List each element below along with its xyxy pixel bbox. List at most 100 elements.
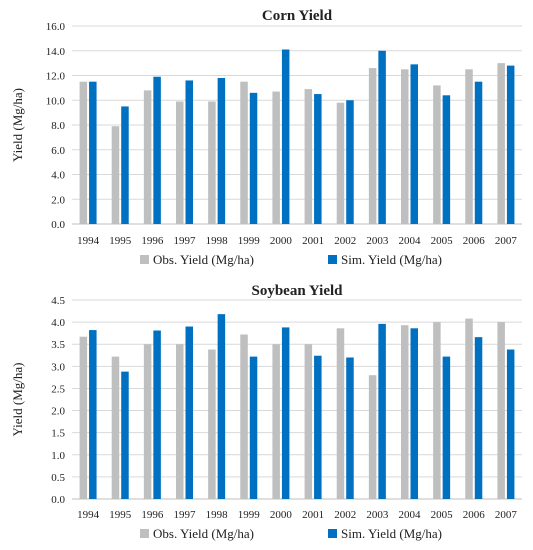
bar-observed	[433, 322, 441, 499]
y-tick-label: 4.0	[51, 317, 65, 329]
x-tick-label: 2004	[399, 235, 422, 247]
x-tick-label: 1995	[109, 509, 132, 521]
legend-swatch-observed	[140, 255, 149, 264]
bar-observed	[336, 102, 345, 224]
y-tick-label: 3.0	[51, 361, 65, 373]
bar-simulated	[89, 330, 97, 499]
legend-label-simulated: Sim. Yield (Mg/ha)	[341, 252, 442, 267]
x-tick-label: 2003	[366, 235, 389, 247]
chart-1: Corn Yield Yield (Mg/ha) 0.0 2.0 4.0 6.0 8.0 10…	[10, 8, 522, 267]
chart-title: Corn Yield	[262, 8, 333, 24]
x-tick-label: 1996	[141, 509, 164, 521]
x-tick-label: 2007	[495, 509, 518, 521]
x-tick-label: 2002	[334, 509, 356, 521]
y-tick-label: 3.5	[51, 339, 65, 351]
x-tick-label: 1996	[141, 235, 164, 247]
bar-simulated	[121, 106, 129, 224]
bar-simulated	[314, 94, 322, 224]
bar-observed	[497, 322, 505, 499]
bar-simulated	[442, 356, 451, 499]
bar-observed	[272, 91, 280, 225]
y-tick-label: 2.0	[51, 194, 65, 206]
x-tick-label: 2004	[399, 509, 422, 521]
bar-observed	[368, 68, 377, 224]
bar-observed	[240, 81, 248, 224]
bar-simulated	[378, 323, 386, 499]
bar-observed	[111, 356, 120, 499]
bar-observed	[272, 344, 280, 499]
y-tick-label: 16.0	[46, 21, 66, 33]
legend-swatch-simulated	[328, 255, 337, 264]
y-tick-label: 0.0	[51, 219, 65, 231]
bar-observed	[143, 90, 152, 224]
legend-label-simulated: Sim. Yield (Mg/ha)	[341, 526, 442, 541]
bar-observed	[79, 81, 88, 224]
x-tick-label: 2001	[302, 509, 324, 521]
bar-observed	[208, 101, 216, 224]
x-tick-label: 1994	[77, 235, 100, 247]
x-tick-label: 2005	[431, 235, 454, 247]
x-tick-label: 2002	[334, 235, 356, 247]
bar-observed	[401, 325, 409, 499]
bar-observed	[240, 334, 248, 499]
bar-observed	[176, 101, 184, 224]
legend-swatch-observed	[140, 529, 149, 538]
y-tick-label: 0.5	[51, 472, 65, 484]
x-tick-label: 1997	[174, 235, 197, 247]
x-tick-label: 2006	[463, 235, 486, 247]
bar-simulated	[281, 327, 290, 499]
bar-simulated	[121, 371, 129, 499]
bar-simulated	[217, 314, 226, 499]
bar-observed	[304, 344, 313, 499]
x-tick-label: 2000	[270, 235, 293, 247]
bar-simulated	[410, 64, 418, 224]
y-axis-label: Yield (Mg/ha)	[10, 88, 25, 162]
bar-simulated	[442, 95, 451, 224]
bar-observed	[497, 63, 505, 224]
legend-label-observed: Obs. Yield (Mg/ha)	[153, 252, 254, 267]
bar-simulated	[185, 80, 193, 224]
x-tick-label: 2003	[366, 509, 389, 521]
bar-simulated	[281, 49, 290, 225]
bar-observed	[401, 69, 409, 224]
legend-swatch-simulated	[328, 529, 337, 538]
bar-observed	[79, 336, 88, 499]
bar-simulated	[474, 81, 483, 224]
y-tick-label: 1.0	[51, 450, 65, 462]
bar-observed	[176, 344, 184, 499]
chart-title: Soybean Yield	[252, 283, 344, 299]
y-tick-label: 8.0	[51, 120, 65, 132]
y-tick-label: 4.5	[51, 295, 65, 307]
bar-observed	[368, 375, 377, 499]
x-tick-label: 2000	[270, 509, 293, 521]
bar-simulated	[506, 65, 515, 224]
bar-simulated	[346, 357, 354, 499]
y-axis-label: Yield (Mg/ha)	[10, 362, 25, 436]
bar-simulated	[410, 328, 418, 499]
y-tick-label: 4.0	[51, 170, 65, 182]
y-tick-label: 0.0	[51, 494, 65, 506]
y-tick-label: 10.0	[46, 95, 66, 107]
bar-observed	[433, 85, 441, 225]
y-tick-label: 2.0	[51, 406, 65, 418]
bar-observed	[111, 126, 120, 224]
legend-label-observed: Obs. Yield (Mg/ha)	[153, 526, 254, 541]
bar-observed	[143, 344, 152, 499]
bar-simulated	[249, 356, 258, 499]
x-tick-label: 2007	[495, 235, 518, 247]
bar-simulated	[89, 81, 97, 224]
chart-2: Soybean Yield Yield (Mg/ha) 0.0 0.5 1.0 1.5 2.…	[10, 283, 522, 541]
x-tick-label: 1999	[238, 509, 261, 521]
bar-simulated	[185, 326, 193, 499]
bar-observed	[465, 69, 473, 224]
bar-simulated	[346, 100, 354, 224]
x-tick-label: 1994	[77, 509, 100, 521]
x-tick-label: 1995	[109, 235, 132, 247]
y-tick-label: 2.5	[51, 383, 65, 395]
y-tick-label: 1.5	[51, 428, 65, 440]
x-tick-label: 1999	[238, 235, 261, 247]
bar-simulated	[217, 77, 226, 224]
bar-simulated	[153, 76, 161, 224]
x-tick-label: 2006	[463, 509, 486, 521]
x-tick-label: 1998	[206, 235, 229, 247]
